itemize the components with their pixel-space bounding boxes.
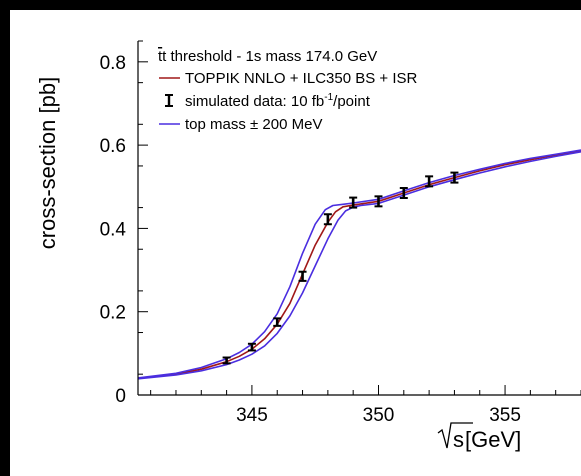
series-central-curve — [137, 150, 581, 380]
y-tick-label: 0.8 — [100, 53, 126, 74]
legend-title-tbar: t — [158, 48, 163, 65]
legend-title: tt threshold - 1s mass 174.0 GeV — [158, 48, 377, 65]
legend-entry-data-tail: /point — [333, 93, 371, 110]
y-tick-label: 0.2 — [100, 303, 126, 324]
x-tick-label: 350 — [363, 405, 395, 426]
legend-marker-errorbar — [165, 94, 173, 107]
y-tick-label: 0 — [115, 386, 126, 407]
series-band-curve — [137, 151, 581, 380]
legend-entry-data: simulated data: 10 fb-1/point — [185, 92, 371, 110]
chart-panel: 0 0.2 0.4 0.6 0.8 345 350 355 cross-section [pb… — [10, 10, 581, 476]
curve-layer — [137, 149, 581, 380]
legend-entry-central: TOPPIK NNLO + ILC350 BS + ISR — [185, 70, 417, 87]
series-band-curve — [137, 149, 581, 379]
data-point — [247, 342, 256, 352]
data-point — [222, 356, 231, 365]
x-tick-label: 345 — [236, 405, 268, 426]
data-point — [399, 187, 408, 200]
legend: tt threshold - 1s mass 174.0 GeV TOPPIK … — [158, 48, 417, 133]
data-point — [374, 195, 383, 208]
x-axis-title-radicand: s — [453, 427, 464, 452]
data-point — [323, 213, 332, 226]
axes-layer — [137, 41, 581, 396]
data-point — [349, 196, 358, 209]
legend-title-rest: t threshold - 1s mass 174.0 GeV — [162, 48, 377, 65]
x-axis-title: s [GeV] — [437, 422, 521, 452]
data-point — [450, 171, 459, 184]
chart-svg: 0 0.2 0.4 0.6 0.8 345 350 355 cross-section [pb… — [35, 40, 581, 452]
x-tick-label: 355 — [489, 405, 521, 426]
data-points-layer — [222, 171, 459, 365]
legend-entry-band: top mass ± 200 MeV — [185, 116, 322, 133]
legend-entry-data-main: simulated data: 10 fb — [185, 93, 324, 110]
y-tick-label: 0.4 — [100, 219, 127, 240]
sqrt-radical-icon — [437, 422, 473, 449]
ticks-layer: 0 0.2 0.4 0.6 0.8 345 350 355 — [100, 40, 581, 426]
data-point — [425, 175, 434, 188]
y-tick-label: 0.6 — [100, 136, 126, 157]
data-point — [298, 270, 307, 282]
x-axis-title-unit: [GeV] — [465, 427, 521, 452]
y-axis-title: cross-section [pb] — [35, 77, 60, 249]
data-point — [273, 317, 282, 327]
legend-entry-data-sup: -1 — [324, 92, 333, 103]
